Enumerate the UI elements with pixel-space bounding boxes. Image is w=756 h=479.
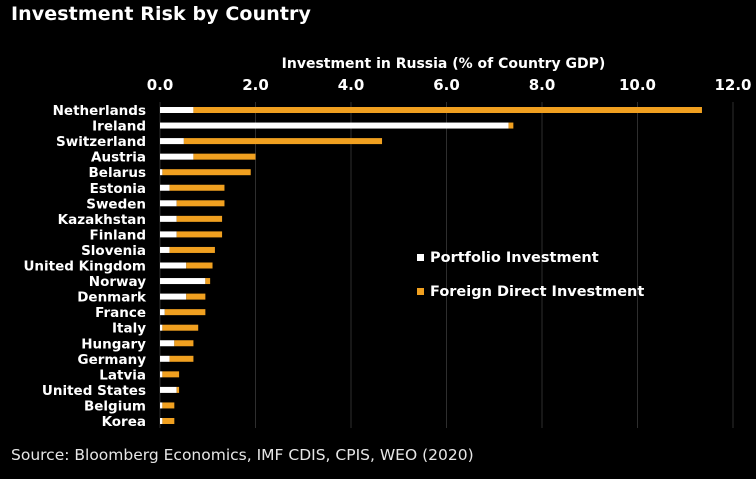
category-labels: NetherlandsIrelandSwitzerlandAustriaBela… (23, 103, 147, 430)
category-label: Korea (102, 414, 146, 430)
bar-portfolio (160, 293, 187, 300)
bar-fdi (169, 184, 225, 191)
category-label: Sweden (86, 196, 146, 212)
x-axis-title: Investment in Russia (% of Country GDP) (282, 56, 606, 72)
x-tick-label: 12.0 (714, 76, 751, 94)
bar-portfolio (160, 153, 194, 160)
bars (160, 107, 702, 424)
legend-swatch-fdi (417, 288, 424, 295)
category-label: Belgium (84, 398, 146, 414)
bar-fdi (169, 355, 194, 362)
bar-fdi (193, 107, 702, 113)
category-label: Germany (78, 352, 147, 368)
category-label: Kazakhstan (58, 212, 146, 228)
bar-fdi (162, 371, 180, 378)
bar-chart: Investment in Russia (% of Country GDP) … (23, 56, 752, 430)
bar-portfolio (160, 184, 170, 191)
bar-fdi (162, 418, 175, 424)
bar-fdi (164, 309, 206, 316)
bar-fdi (176, 215, 223, 222)
bar-portfolio (160, 122, 509, 129)
legend-label-fdi: Foreign Direct Investment (430, 284, 644, 300)
bar-portfolio (160, 418, 163, 424)
bar-portfolio (160, 386, 177, 393)
bar-portfolio (160, 340, 175, 347)
bar-fdi (176, 200, 225, 207)
x-tick-label: 6.0 (433, 76, 460, 94)
bar-portfolio (160, 324, 163, 331)
category-label: Switzerland (56, 134, 146, 150)
bar-portfolio (160, 402, 163, 409)
category-label: Austria (91, 150, 146, 166)
category-label: Latvia (99, 367, 146, 383)
category-label: United Kingdom (23, 259, 146, 275)
bar-fdi (508, 122, 514, 129)
category-label: Estonia (90, 181, 146, 197)
bar-fdi (169, 246, 215, 253)
bar-fdi (176, 231, 223, 238)
bar-fdi (183, 138, 383, 145)
category-label: Netherlands (53, 103, 146, 119)
x-axis-ticks: 0.0 2.0 4.0 6.0 8.0 10.0 12.0 (147, 76, 752, 94)
legend-label-portfolio: Portfolio Investment (430, 250, 599, 266)
category-label: Norway (89, 274, 146, 290)
category-label: Slovenia (81, 243, 146, 259)
bar-fdi (162, 402, 175, 409)
bar-fdi (176, 386, 180, 393)
category-label: Hungary (81, 336, 146, 352)
bar-portfolio (160, 200, 177, 207)
legend-swatch-portfolio (417, 254, 424, 261)
bar-fdi (162, 324, 199, 331)
bar-portfolio (160, 138, 184, 145)
bar-portfolio (160, 371, 163, 378)
bar-portfolio (160, 246, 170, 253)
category-label: Italy (112, 321, 146, 337)
category-label: Finland (90, 227, 146, 243)
bar-portfolio (160, 278, 206, 285)
category-label: France (95, 305, 146, 321)
source-note: Source: Bloomberg Economics, IMF CDIS, C… (11, 446, 474, 464)
legend: Portfolio Investment Foreign Direct Inve… (417, 250, 644, 300)
category-label: Denmark (77, 290, 147, 306)
category-label: United States (42, 383, 146, 399)
x-tick-label: 2.0 (242, 76, 269, 94)
x-tick-label: 8.0 (529, 76, 556, 94)
bar-portfolio (160, 215, 177, 222)
category-label: Ireland (92, 119, 146, 135)
bar-portfolio (160, 262, 187, 269)
x-tick-label: 4.0 (338, 76, 365, 94)
category-label: Belarus (89, 165, 147, 181)
bar-fdi (205, 278, 211, 285)
bar-fdi (174, 340, 194, 347)
x-tick-label: 10.0 (619, 76, 656, 94)
chart-title: Investment Risk by Country (11, 3, 311, 25)
bar-portfolio (160, 355, 170, 362)
bar-portfolio (160, 169, 163, 176)
bar-fdi (186, 293, 206, 300)
bar-fdi (186, 262, 213, 269)
bar-portfolio (160, 309, 165, 316)
bar-fdi (193, 153, 256, 160)
x-tick-label: 0.0 (147, 76, 174, 94)
bar-portfolio (160, 107, 194, 113)
bar-portfolio (160, 231, 177, 238)
bar-fdi (162, 169, 251, 176)
